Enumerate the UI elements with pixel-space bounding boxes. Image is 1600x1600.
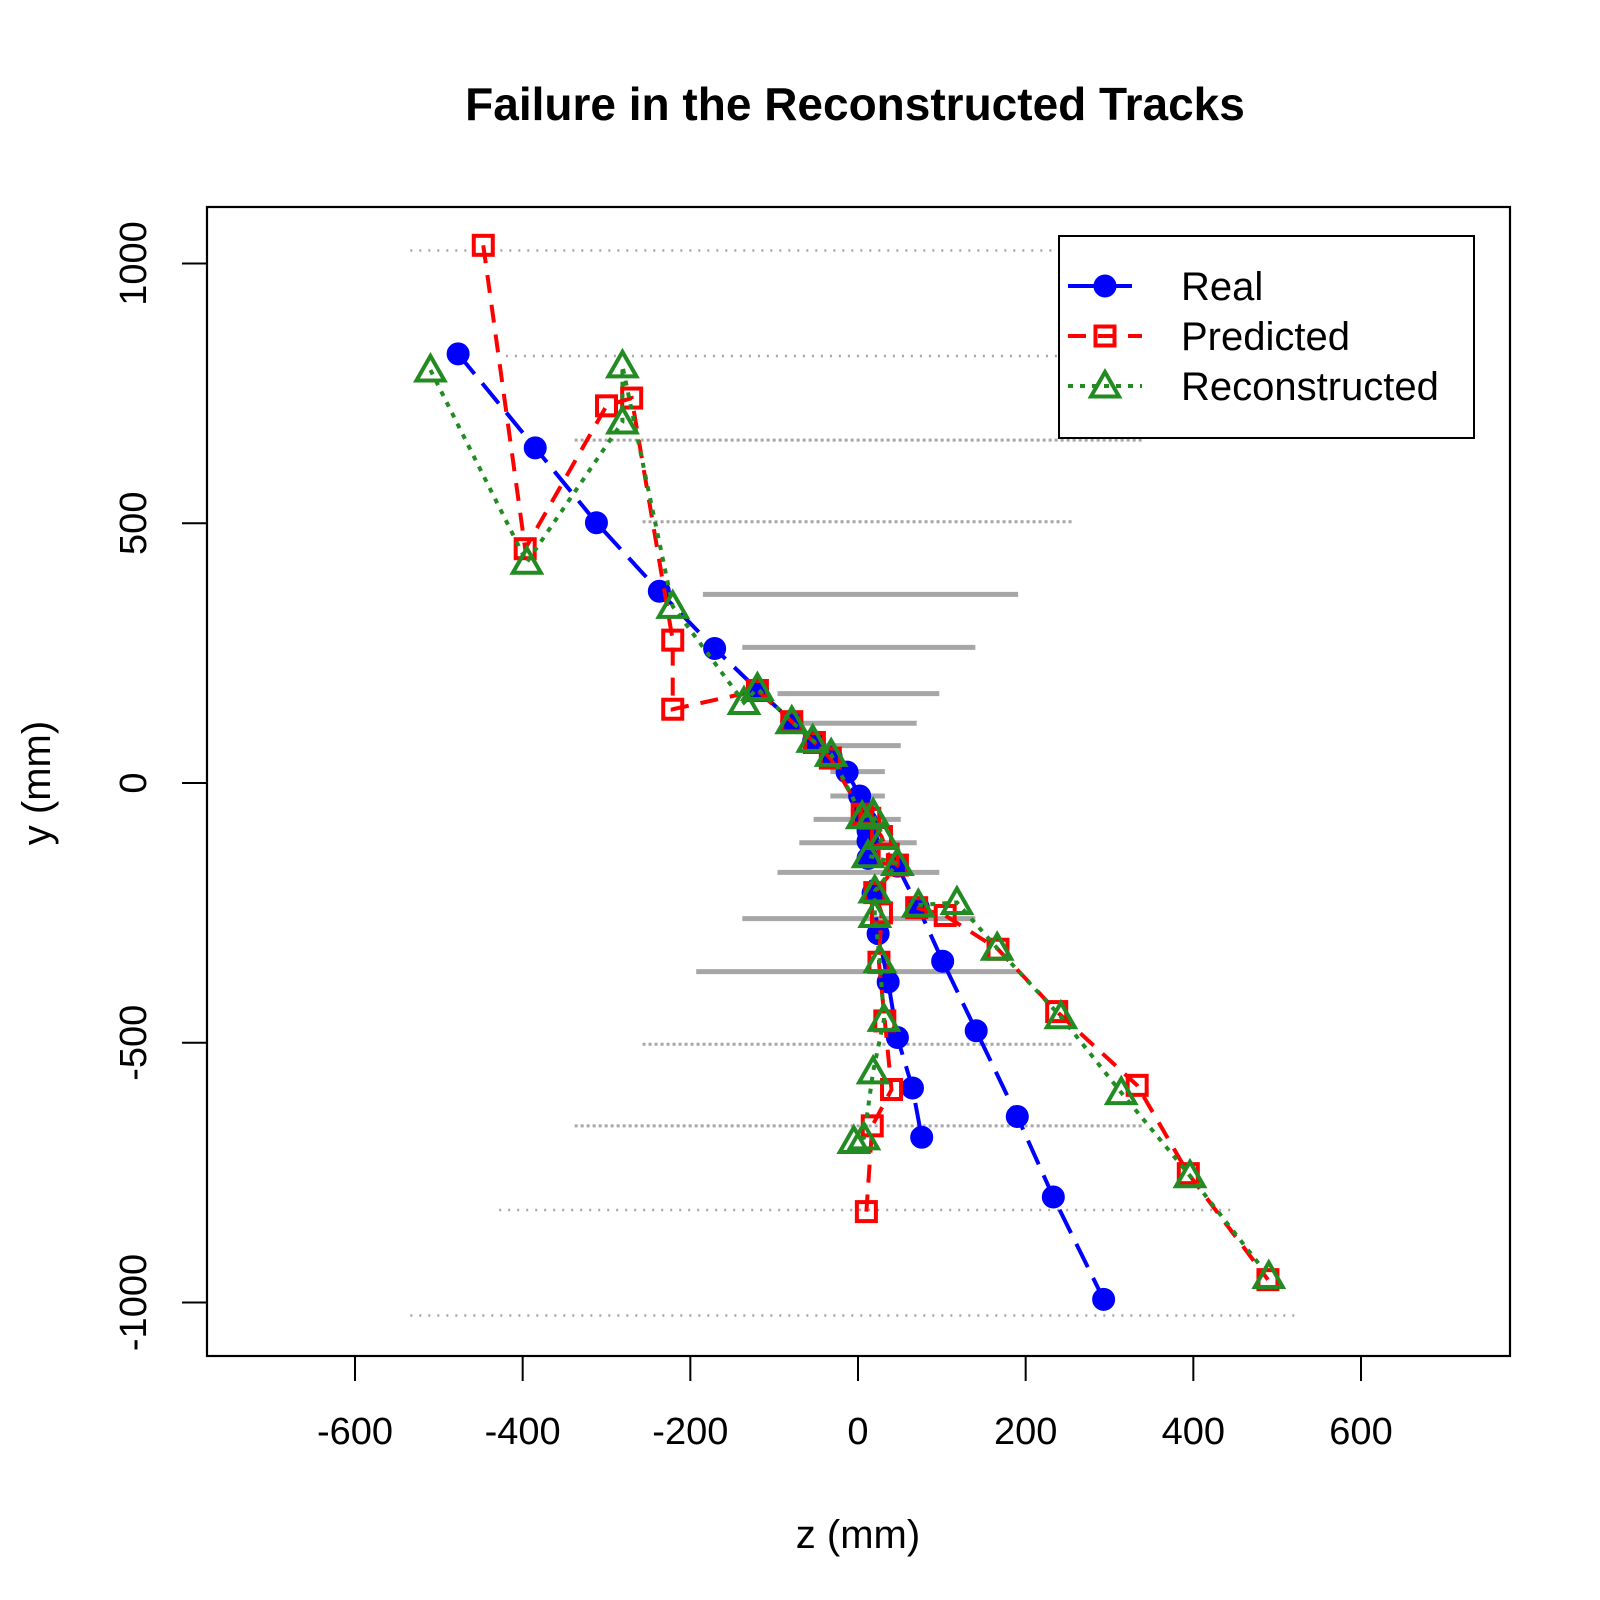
- point-reconstructed: [855, 796, 891, 827]
- point-predicted: [880, 1078, 904, 1102]
- point-real: [703, 636, 727, 660]
- point-reconstructed: [862, 942, 898, 974]
- x-tick-label: -400: [485, 1411, 561, 1453]
- point-reconstructed: [509, 544, 545, 575]
- point-real: [523, 436, 547, 460]
- point-predicted: [661, 628, 685, 652]
- y-tick-label: 1000: [113, 221, 155, 306]
- x-tick-label: 600: [1329, 1411, 1392, 1453]
- series-line-predicted: [481, 245, 901, 1212]
- legend-marker-predicted: [1093, 324, 1117, 348]
- x-axis-label: z (mm): [796, 1513, 920, 1557]
- x-tick-label: -600: [317, 1411, 393, 1453]
- point-real: [900, 1076, 924, 1100]
- y-tick-label: 500: [113, 492, 155, 555]
- series-line-real: [895, 865, 1106, 1301]
- x-tick-label: 400: [1162, 1411, 1225, 1453]
- point-reconstructed: [836, 1123, 872, 1154]
- legend-label-reconstructed: Reconstructed: [1181, 365, 1439, 409]
- point-reconstructed: [844, 798, 880, 830]
- point-real: [1041, 1185, 1065, 1209]
- point-predicted: [854, 1200, 878, 1224]
- legend-label-real: Real: [1181, 265, 1263, 309]
- x-tick-label: -200: [652, 1411, 728, 1453]
- series-line-reconstructed: [918, 900, 1271, 1278]
- point-real: [931, 949, 955, 973]
- series-reconstructed: [413, 347, 915, 1154]
- y-tick-label: -1000: [113, 1254, 155, 1351]
- y-axis: -1000 -500 0 500 1000: [113, 221, 208, 1351]
- point-reconstructed: [604, 403, 640, 435]
- legend-marker-real: [1093, 274, 1117, 298]
- point-reconstructed: [857, 897, 893, 928]
- point-real: [1092, 1287, 1116, 1311]
- point-real: [1005, 1105, 1029, 1129]
- y-tick-label: 0: [113, 772, 155, 793]
- point-predicted: [595, 394, 618, 418]
- legend-marker-reconstructed: [1087, 367, 1123, 399]
- point-reconstructed: [979, 930, 1015, 961]
- legend-label-predicted: Predicted: [1181, 315, 1350, 359]
- point-predicted: [661, 697, 685, 721]
- x-tick-label: 0: [847, 1411, 868, 1453]
- point-reconstructed: [655, 588, 691, 619]
- point-reconstructed: [604, 347, 640, 379]
- x-axis: -600 -400 -200 0 200 400 600: [317, 1355, 1393, 1453]
- legend: Real Predicted Reconstructed: [1058, 235, 1475, 439]
- y-tick-label: -500: [113, 1005, 155, 1081]
- series-predicted: [905, 896, 1280, 1292]
- point-reconstructed: [866, 1001, 902, 1032]
- chart-title: Failure in the Reconstructed Tracks: [465, 78, 1245, 130]
- point-reconstructed: [774, 703, 810, 735]
- point-real: [446, 342, 470, 366]
- y-axis-label: y (mm): [15, 721, 59, 845]
- point-reconstructed: [939, 884, 975, 915]
- point-reconstructed: [1251, 1258, 1287, 1290]
- series-line-predicted: [916, 905, 1270, 1281]
- point-reconstructed: [1103, 1074, 1139, 1106]
- point-reconstructed: [813, 736, 849, 767]
- point-reconstructed: [795, 722, 831, 753]
- series-reconstructed: [900, 884, 1287, 1290]
- series-predicted: [471, 233, 909, 1224]
- point-reconstructed: [1172, 1157, 1208, 1189]
- point-reconstructed: [865, 819, 901, 851]
- series-line-real: [456, 352, 924, 1138]
- point-real: [910, 1125, 934, 1149]
- point-reconstructed: [1043, 998, 1079, 1030]
- series-layer: [413, 233, 1287, 1311]
- point-reconstructed: [855, 1053, 891, 1085]
- point-reconstructed: [850, 837, 886, 869]
- point-reconstructed: [739, 670, 775, 701]
- point-reconstructed: [879, 845, 915, 877]
- point-real: [584, 511, 608, 535]
- point-reconstructed: [413, 351, 448, 383]
- point-predicted: [471, 233, 495, 257]
- point-predicted: [1125, 1073, 1149, 1097]
- x-tick-label: 200: [994, 1411, 1057, 1453]
- point-reconstructed: [900, 887, 936, 918]
- point-real: [964, 1019, 988, 1043]
